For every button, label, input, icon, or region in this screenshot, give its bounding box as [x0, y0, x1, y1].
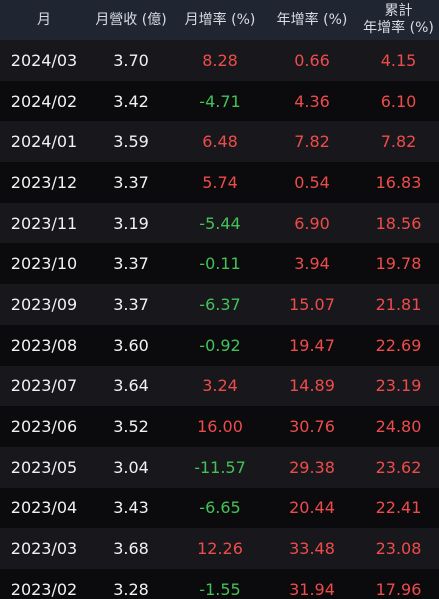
row-cumulative-yoy: 24.80 [375, 417, 422, 437]
table-header: 月 月營收 (億) 月增率 (%) 年增率 (%) 累計 年增率 (%) [0, 0, 439, 40]
row-cumulative-yoy: 23.62 [375, 457, 422, 477]
table-row[interactable]: 2023/06 3.52 16.00 30.76 24.80 [0, 406, 439, 447]
row-mom: 6.48 [202, 132, 238, 152]
row-date: 2024/01 [10, 132, 78, 152]
row-yoy: 20.44 [289, 498, 335, 518]
table-row[interactable]: 2023/10 3.37 -0.11 3.94 19.78 [0, 243, 439, 284]
row-date: 2023/09 [10, 294, 78, 314]
row-mom: 3.24 [202, 376, 238, 396]
row-revenue: 3.70 [113, 50, 149, 70]
row-cumulative-yoy: 4.15 [380, 50, 417, 70]
row-cumulative-yoy: 18.56 [375, 213, 422, 233]
row-revenue: 3.64 [113, 376, 149, 396]
table-row[interactable]: 2023/05 3.04 -11.57 29.38 23.62 [0, 446, 439, 488]
row-date: 2023/05 [10, 457, 78, 477]
row-revenue: 3.19 [113, 213, 149, 233]
row-mom: 16.00 [197, 417, 243, 437]
row-date: 2024/02 [10, 91, 78, 111]
header-revenue-label: 月營收 (億) [95, 11, 167, 28]
row-date: 2023/03 [10, 539, 78, 559]
row-yoy: 30.76 [289, 417, 335, 437]
header-month-label: 月 [37, 11, 51, 28]
row-date: 2023/08 [10, 335, 78, 355]
header-yoy[interactable]: 年增率 (%) [266, 0, 358, 40]
row-mom: -1.55 [199, 579, 241, 599]
header-revenue[interactable]: 月營收 (億) [88, 0, 174, 40]
row-yoy: 0.66 [294, 50, 330, 70]
row-cumulative-yoy: 21.81 [375, 294, 422, 314]
table-row[interactable]: 2023/02 3.28 -1.55 31.94 17.96 [0, 569, 439, 599]
header-cum-label-line1: 累計 [384, 3, 413, 19]
row-yoy: 29.38 [289, 457, 335, 477]
row-cumulative-yoy: 19.78 [375, 254, 422, 274]
row-date: 2023/12 [10, 172, 78, 192]
row-date: 2023/04 [10, 498, 78, 518]
row-cumulative-yoy: 17.96 [375, 579, 422, 599]
row-cumulative-yoy: 23.19 [375, 376, 422, 396]
row-mom: 12.26 [197, 539, 243, 559]
header-month[interactable]: 月 [0, 0, 88, 40]
table-row[interactable]: 2023/11 3.19 -5.44 6.90 18.56 [0, 202, 439, 244]
row-revenue: 3.28 [113, 579, 149, 599]
row-revenue: 3.43 [113, 498, 149, 518]
row-cumulative-yoy: 16.83 [375, 172, 422, 192]
row-date: 2024/03 [10, 50, 78, 70]
row-yoy: 7.82 [294, 132, 330, 152]
row-yoy: 0.54 [294, 172, 330, 192]
table-row[interactable]: 2024/03 3.70 8.28 0.66 4.15 [0, 40, 439, 81]
row-cumulative-yoy: 22.41 [375, 498, 422, 518]
row-yoy: 31.94 [289, 579, 335, 599]
table-row[interactable]: 2023/04 3.43 -6.65 20.44 22.41 [0, 488, 439, 529]
table-row[interactable]: 2023/12 3.37 5.74 0.54 16.83 [0, 162, 439, 203]
row-mom: 8.28 [202, 50, 238, 70]
row-mom: -6.65 [199, 498, 241, 518]
row-cumulative-yoy: 6.10 [380, 91, 417, 111]
row-yoy: 15.07 [289, 294, 335, 314]
row-mom: -11.57 [194, 457, 246, 477]
table-row[interactable]: 2024/02 3.42 -4.71 4.36 6.10 [0, 81, 439, 122]
header-yoy-label: 年增率 (%) [276, 11, 348, 28]
row-mom: -0.92 [199, 335, 241, 355]
row-date: 2023/02 [10, 579, 78, 599]
row-cumulative-yoy: 7.82 [380, 132, 417, 152]
row-mom: -4.71 [199, 91, 241, 111]
row-revenue: 3.37 [113, 254, 149, 274]
row-revenue: 3.42 [113, 91, 149, 111]
header-cum-label-line2: 年增率 (%) [363, 20, 434, 36]
row-date: 2023/11 [10, 213, 78, 233]
table-row[interactable]: 2024/01 3.59 6.48 7.82 7.82 [0, 121, 439, 163]
table-row[interactable]: 2023/07 3.64 3.24 14.89 23.19 [0, 365, 439, 407]
row-mom: -5.44 [199, 213, 241, 233]
table-body: 2024/03 3.70 8.28 0.66 4.15 2024/02 3.42 -4.71 4… [0, 40, 439, 599]
row-revenue: 3.37 [113, 294, 149, 314]
table-row[interactable]: 2023/08 3.60 -0.92 19.47 22.69 [0, 325, 439, 366]
row-yoy: 19.47 [289, 335, 335, 355]
row-date: 2023/07 [10, 376, 78, 396]
row-revenue: 3.68 [113, 539, 149, 559]
header-mom-label: 月增率 (%) [184, 11, 256, 28]
row-revenue: 3.52 [113, 417, 149, 437]
row-revenue: 3.37 [113, 172, 149, 192]
table-row[interactable]: 2023/09 3.37 -6.37 15.07 21.81 [0, 284, 439, 325]
row-mom: -6.37 [199, 294, 241, 314]
row-revenue: 3.60 [113, 335, 149, 355]
row-yoy: 6.90 [294, 213, 330, 233]
row-cumulative-yoy: 23.08 [375, 539, 422, 559]
table-row[interactable]: 2023/03 3.68 12.26 33.48 23.08 [0, 528, 439, 569]
header-cumulative-yoy[interactable]: 累計 年增率 (%) [358, 0, 439, 40]
row-mom: -0.11 [199, 254, 241, 274]
row-mom: 5.74 [202, 172, 238, 192]
row-yoy: 33.48 [289, 539, 335, 559]
row-date: 2023/10 [10, 254, 78, 274]
row-yoy: 3.94 [294, 254, 330, 274]
row-revenue: 3.59 [113, 132, 149, 152]
row-date: 2023/06 [10, 417, 78, 437]
row-yoy: 14.89 [289, 376, 335, 396]
row-cumulative-yoy: 22.69 [375, 335, 422, 355]
header-mom[interactable]: 月增率 (%) [174, 0, 266, 40]
row-revenue: 3.04 [113, 457, 149, 477]
row-yoy: 4.36 [294, 91, 330, 111]
